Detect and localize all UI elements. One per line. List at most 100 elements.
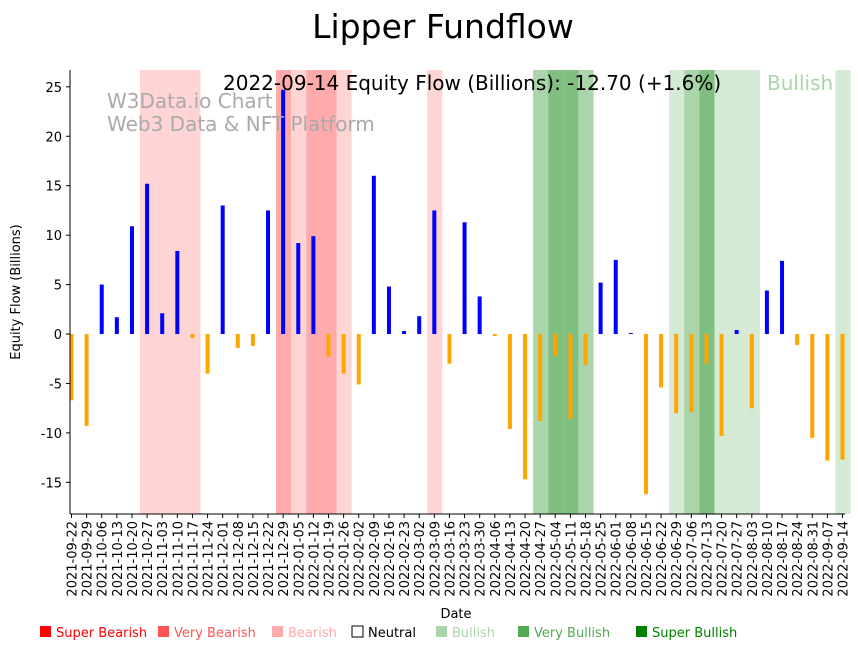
legend-label: Very Bearish [174,626,256,641]
x-tick-label: 2021-12-22 [262,521,277,597]
bar [99,284,104,335]
y-tick-label: 10 [45,229,62,244]
bar [160,313,165,335]
x-axis-label: Date [440,607,471,622]
y-tick-label: -15 [41,476,62,491]
legend-swatch [40,626,51,637]
legend-swatch [158,626,169,637]
legend-item: Super Bearish [40,626,147,641]
bar [326,334,331,357]
y-tick-label: 15 [45,180,62,195]
x-tick-label: 2022-01-26 [338,521,353,597]
bar [386,286,391,335]
sentiment-band [155,70,171,514]
x-tick-label: 2021-10-27 [141,521,156,597]
legend-label: Super Bearish [56,626,147,641]
sentiment-band [336,70,352,514]
sentiment-band [729,70,745,514]
x-tick-label: 2022-07-06 [685,521,700,597]
x-tick-label: 2022-03-16 [443,521,458,597]
bar [643,334,648,495]
bar [175,250,180,335]
x-tick-label: 2021-12-08 [232,521,247,597]
bar [205,334,210,374]
x-tick-label: 2022-02-16 [383,521,398,597]
x-tick-label: 2021-11-03 [156,521,171,597]
x-tick-label: 2022-01-05 [292,521,307,597]
x-tick-label: 2022-06-08 [625,521,640,597]
bar [447,334,452,364]
chart-subtitle: 2022-09-14 Equity Flow (Billions): -12.7… [223,71,721,95]
sentiment-band [684,70,700,514]
bar [341,334,346,374]
x-tick-label: 2022-06-22 [655,521,670,597]
sentiment-band [669,70,685,514]
legend: Super Bearish Very Bearish Bearish Neutral B… [40,625,737,641]
x-tick-label: 2022-07-27 [731,521,746,597]
x-tick-label: 2022-05-11 [564,521,579,597]
legend-label: Neutral [368,626,416,641]
x-tick-label: 2022-07-13 [700,521,715,597]
current-sentiment: Bullish [767,71,833,95]
watermark-line-2: Web3 Data & NFT Platform [107,112,375,136]
x-tick-label: 2022-05-04 [549,521,564,597]
bar [810,334,815,438]
x-tick-label: 2022-03-02 [413,521,428,597]
bar [704,334,709,364]
x-tick-label: 2022-08-03 [746,521,761,597]
x-tick-label: 2022-06-15 [640,521,655,597]
x-tick-label: 2021-09-29 [81,521,96,597]
bar [568,334,573,420]
bar [477,296,482,335]
x-tick-label: 2021-12-15 [247,521,262,597]
x-tick-label: 2022-05-25 [595,521,610,597]
x-tick-label: 2022-05-18 [580,521,595,597]
sentiment-band [533,70,549,514]
bar [190,334,195,338]
bar [371,175,376,335]
bar [402,331,407,335]
sentiment-band [835,70,851,514]
sentiment-band [563,70,579,514]
watermark-line-1: W3Data.io Chart [107,89,273,113]
bar [311,236,316,335]
x-tick-label: 2022-01-19 [323,521,338,597]
bar [69,334,74,401]
x-tick-label: 2022-03-09 [428,521,443,597]
bars [69,89,845,495]
x-tick-label: 2022-08-31 [806,521,821,597]
bar [613,259,618,335]
bar [719,334,724,436]
bar [764,290,769,335]
sentiment-band [578,70,594,514]
bar [598,282,603,335]
bar [145,183,150,335]
x-tick-label: 2021-10-06 [96,521,111,597]
bar [795,334,800,345]
x-tick-label: 2022-04-27 [534,521,549,597]
bar [266,210,271,335]
x-tick-label: 2022-03-30 [474,521,489,597]
x-tick-label: 2022-02-02 [353,521,368,597]
bar [780,260,785,335]
sentiment-band [185,70,201,514]
bar [296,243,301,335]
bar [462,222,467,335]
legend-label: Super Bullish [652,626,737,641]
bar [628,333,633,335]
legend-item: Very Bearish [158,626,256,641]
legend-item: Super Bullish [636,626,737,641]
legend-item: Bullish [436,626,495,641]
x-tick-label: 2022-02-23 [398,521,413,597]
bar [129,226,134,335]
x-tick-label: 2021-12-01 [217,521,232,597]
bar [281,89,286,335]
bar [659,334,664,388]
x-tick-label: 2021-11-24 [202,521,217,597]
y-tick-label: 5 [54,279,62,294]
bar [235,334,240,348]
legend-swatch [636,626,647,637]
y-axis-label: Equity Flow (Billions) [9,224,24,360]
legend-item: Bearish [272,626,337,641]
